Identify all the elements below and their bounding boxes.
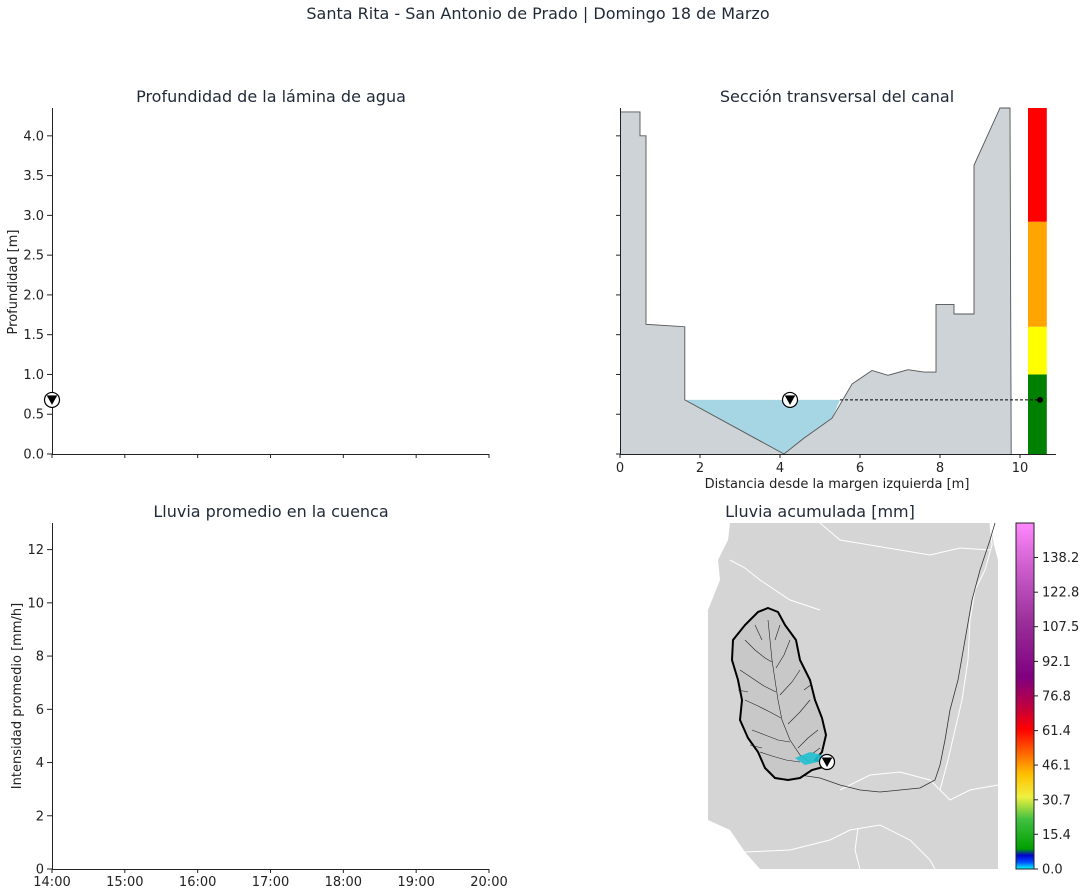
section-xtick-label: 8 bbox=[936, 461, 944, 476]
section-level-marker-triangle bbox=[785, 395, 795, 405]
depth-level-marker bbox=[43, 391, 61, 409]
rain-ytick-label: 2 bbox=[36, 809, 44, 824]
rain-xtick-label: 14:00 bbox=[33, 875, 70, 890]
depth-title: Profundidad de la lámina de agua bbox=[136, 87, 406, 106]
rain-map bbox=[708, 522, 999, 870]
section-xtick-label: 6 bbox=[856, 461, 864, 476]
rain-xtick-label: 20:00 bbox=[470, 875, 507, 890]
basin-outline bbox=[730, 606, 829, 782]
colorbar-tick-label: 15.4 bbox=[1042, 828, 1071, 843]
colorbar-tick-label: 107.5 bbox=[1042, 620, 1079, 635]
section-level-marker bbox=[781, 391, 799, 409]
station-marker-triangle bbox=[822, 758, 832, 767]
rain-ytick-label: 12 bbox=[27, 543, 44, 558]
map-outside-region bbox=[708, 523, 730, 610]
terrain-profile-line bbox=[620, 107, 1012, 455]
basin-stream bbox=[767, 619, 811, 763]
map-main-river bbox=[799, 522, 996, 793]
colorbar-tick-label: 61.4 bbox=[1042, 724, 1071, 739]
basin-stream bbox=[774, 624, 781, 641]
colorbar-scale bbox=[1015, 522, 1035, 870]
colorbar-tick-label: 30.7 bbox=[1042, 793, 1071, 808]
depth-level-marker-triangle bbox=[47, 395, 57, 405]
colorbar-tick-label: 138.2 bbox=[1042, 551, 1079, 566]
colorbar-tick-label: 46.1 bbox=[1042, 759, 1071, 774]
rain-xtick-label: 16:00 bbox=[179, 875, 216, 890]
rain-panel: Lluvia promedio en la cuenca Intensidad … bbox=[10, 502, 508, 890]
rain-xtick-label: 19:00 bbox=[397, 875, 434, 890]
section-xtick-label: 0 bbox=[616, 461, 624, 476]
basin-stream bbox=[744, 699, 782, 719]
depth-ytick-label: 0.0 bbox=[23, 448, 44, 463]
depth-ytick-label: 3.5 bbox=[23, 169, 44, 184]
alert-bar-segment bbox=[1028, 326, 1047, 375]
basin-stream bbox=[754, 624, 763, 641]
basin-streams bbox=[737, 619, 821, 763]
alert-bar-segment bbox=[1028, 221, 1047, 327]
basin-rain-cells bbox=[795, 752, 825, 765]
basin-stream bbox=[759, 751, 801, 763]
section-xtick-label: 4 bbox=[776, 461, 784, 476]
colorbar-tick-label: 0.0 bbox=[1042, 863, 1063, 878]
water-area bbox=[684, 399, 840, 454]
rain-ytick-label: 0 bbox=[36, 863, 44, 878]
depth-ytick-label: 4.0 bbox=[23, 129, 44, 144]
rain-title: Lluvia promedio en la cuenca bbox=[153, 502, 388, 521]
rain-ytick-label: 4 bbox=[36, 756, 44, 771]
rain-xtick-label: 17:00 bbox=[252, 875, 289, 890]
basin-stream bbox=[803, 683, 813, 691]
basin-stream bbox=[744, 639, 773, 663]
depth-ytick-label: 1.5 bbox=[23, 328, 44, 343]
section-xtick-label: 2 bbox=[696, 461, 704, 476]
rain-ytick-label: 6 bbox=[36, 703, 44, 718]
section-panel: Sección transversal del canal Distancia … bbox=[616, 87, 1056, 492]
station-marker bbox=[818, 753, 836, 771]
figure-suptitle: Santa Rita - San Antonio de Prado | Domi… bbox=[306, 4, 769, 23]
depth-ytick-label: 0.5 bbox=[23, 408, 44, 423]
basin-stream bbox=[751, 729, 791, 743]
depth-ytick-label: 3.0 bbox=[23, 209, 44, 224]
terrain-area bbox=[620, 108, 1012, 454]
map-panel: Lluvia acumulada [mm] 0.015 bbox=[708, 502, 1079, 878]
section-xtick-label: 10 bbox=[1012, 461, 1029, 476]
map-outside-region-bottom bbox=[708, 820, 760, 869]
depth-ylabel: Profundidad [m] bbox=[6, 230, 21, 335]
rain-ylabel: Intensidad promedio [mm/h] bbox=[10, 603, 25, 789]
rain-xtick-label: 18:00 bbox=[325, 875, 362, 890]
colorbar-tick-label: 122.8 bbox=[1042, 586, 1079, 601]
section-title: Sección transversal del canal bbox=[720, 87, 954, 106]
alert-bar-segment bbox=[1028, 108, 1047, 222]
colorbar-tick-label: 76.8 bbox=[1042, 689, 1071, 704]
depth-ytick-label: 2.0 bbox=[23, 288, 44, 303]
map-boundaries bbox=[729, 522, 999, 870]
basin-stream bbox=[775, 639, 791, 669]
rain-xtick-label: 15:00 bbox=[106, 875, 143, 890]
section-xlabel: Distancia desde la margen izquierda [m] bbox=[705, 477, 970, 492]
basin-stream bbox=[737, 689, 749, 693]
basin-stream bbox=[797, 729, 819, 749]
basin-stream bbox=[787, 699, 811, 725]
basin-stream bbox=[749, 744, 763, 749]
depth-ytick-label: 1.0 bbox=[23, 368, 44, 383]
rain-cell bbox=[795, 752, 825, 765]
depth-panel: Profundidad de la lámina de agua Profund… bbox=[6, 87, 490, 463]
rain-ytick-label: 8 bbox=[36, 650, 44, 665]
map-title: Lluvia acumulada [mm] bbox=[725, 502, 915, 521]
water-level-point bbox=[1037, 396, 1043, 403]
colorbar: 0.0 15.4 30.7 46.1 61.4 76.8 92.1 107.5 122.8 138… bbox=[1015, 522, 1079, 878]
basin-stream bbox=[779, 669, 801, 696]
depth-ytick-label: 2.5 bbox=[23, 249, 44, 264]
rain-ytick-label: 10 bbox=[27, 596, 44, 611]
basin-stream bbox=[739, 669, 777, 693]
colorbar-tick-label: 92.1 bbox=[1042, 655, 1071, 670]
alert-bar-segment bbox=[1028, 374, 1047, 454]
